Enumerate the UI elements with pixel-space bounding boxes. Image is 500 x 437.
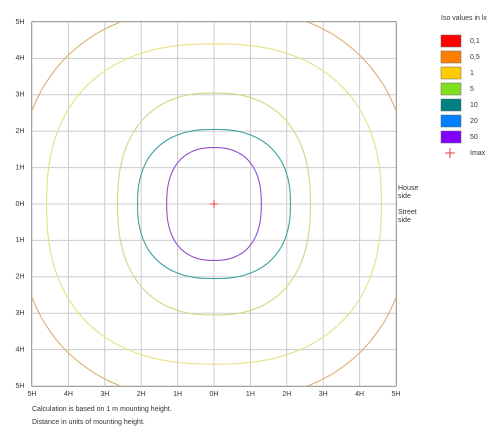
x-tick-label: 4H bbox=[64, 391, 73, 398]
legend-label: 0,1 bbox=[470, 38, 480, 45]
x-tick-label: 1H bbox=[173, 391, 182, 398]
side-label: House bbox=[398, 185, 418, 192]
iso-line bbox=[166, 147, 262, 261]
legend-label: 5 bbox=[470, 86, 474, 93]
legend-swatch bbox=[440, 82, 462, 96]
imax-label: Imax bbox=[470, 150, 486, 157]
x-tick-label: 1H bbox=[246, 391, 255, 398]
x-tick-label: 5H bbox=[392, 391, 401, 398]
y-tick-label: 0H bbox=[16, 201, 25, 208]
x-tick-label: 3H bbox=[100, 391, 109, 398]
contours bbox=[32, 22, 396, 386]
iso-line bbox=[116, 92, 312, 316]
legend-label: 20 bbox=[470, 118, 478, 125]
y-tick-label: 2H bbox=[16, 128, 25, 135]
legend-swatch bbox=[440, 98, 462, 112]
iso-line bbox=[137, 128, 291, 280]
x-tick-label: 2H bbox=[137, 391, 146, 398]
legend-swatch bbox=[440, 130, 462, 144]
y-tick-label: 5H bbox=[16, 383, 25, 390]
legend-swatch bbox=[440, 66, 462, 80]
legend-swatch bbox=[440, 114, 462, 128]
y-tick-label: 4H bbox=[16, 55, 25, 62]
x-tick-label: 3H bbox=[319, 391, 328, 398]
side-label: side bbox=[398, 217, 411, 224]
side-label: Street bbox=[398, 209, 417, 216]
legend-label: 50 bbox=[470, 134, 478, 141]
legend-label: 10 bbox=[470, 102, 478, 109]
x-tick-label: 5H bbox=[28, 391, 37, 398]
note: Distance in units of mounting height. bbox=[32, 419, 145, 426]
y-tick-label: 4H bbox=[16, 346, 25, 353]
y-tick-label: 1H bbox=[16, 164, 25, 171]
side-label: side bbox=[398, 193, 411, 200]
y-tick-label: 5H bbox=[16, 19, 25, 26]
y-tick-label: 1H bbox=[16, 237, 25, 244]
legend-label: 0,5 bbox=[470, 54, 480, 61]
note: Calculation is based on 1 m mounting hei… bbox=[32, 406, 172, 413]
x-tick-label: 2H bbox=[282, 391, 291, 398]
x-tick-label: 4H bbox=[355, 391, 364, 398]
iso-line bbox=[46, 43, 382, 365]
iso-line bbox=[32, 22, 396, 386]
y-tick-label: 3H bbox=[16, 92, 25, 99]
y-tick-label: 2H bbox=[16, 274, 25, 281]
y-tick-label: 3H bbox=[16, 310, 25, 317]
legend-label: 1 bbox=[470, 70, 474, 77]
legend-swatch bbox=[440, 34, 462, 48]
x-tick-label: 0H bbox=[210, 391, 219, 398]
legend-swatch bbox=[440, 50, 462, 64]
legend-title: Iso values in lx bbox=[441, 15, 487, 22]
